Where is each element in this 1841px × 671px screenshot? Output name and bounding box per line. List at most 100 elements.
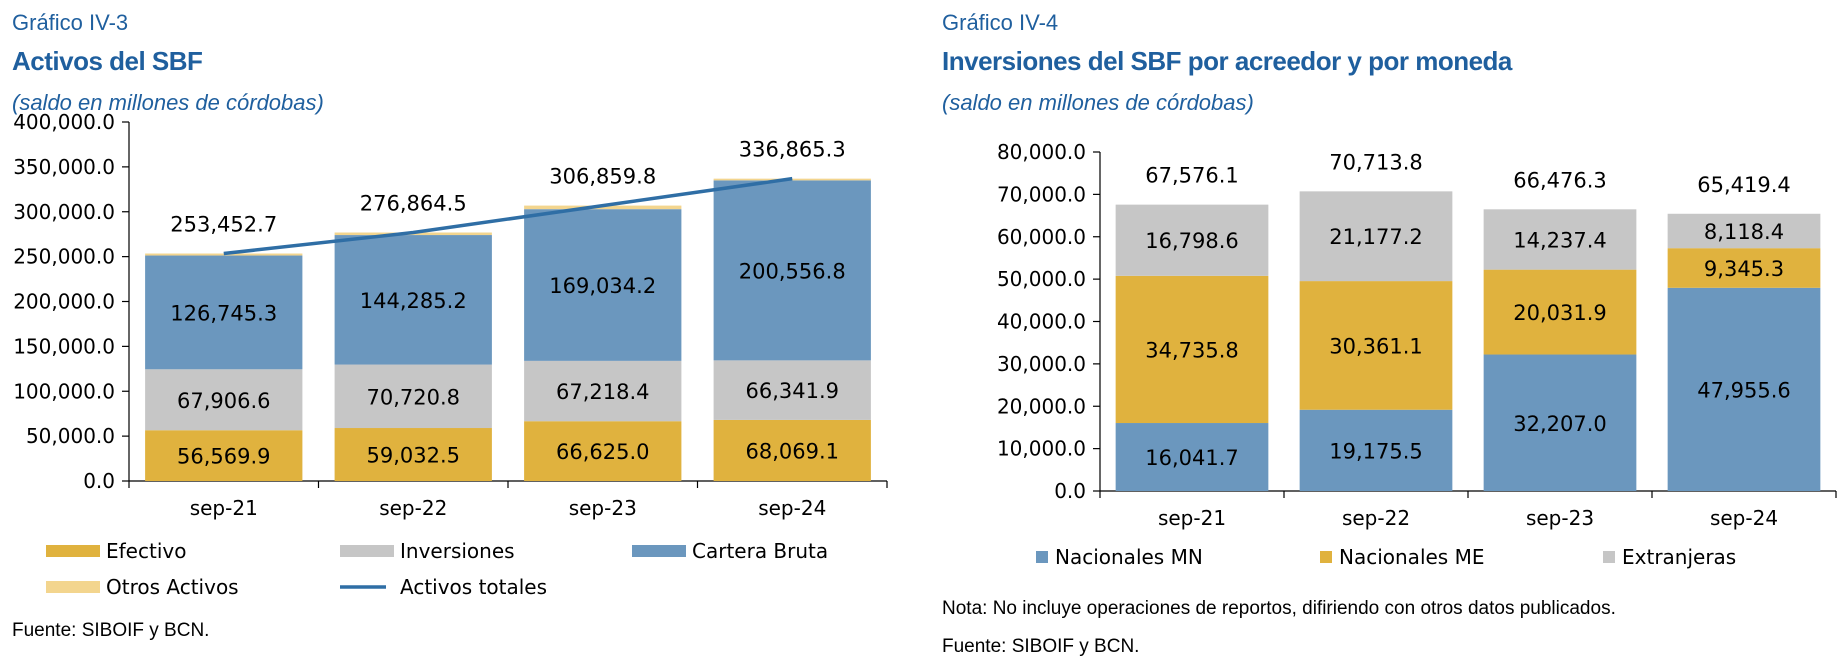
y-tick-label: 300,000.0 <box>13 200 115 224</box>
legend-swatch <box>632 545 686 557</box>
data-label: 59,032.5 <box>366 444 460 468</box>
data-label: 126,745.3 <box>170 301 277 325</box>
activos-chart: 0.0 50,000.0 100,000.0 150,000.0 200,000.0 25… <box>13 110 888 599</box>
data-label: 30,361.1 <box>1329 334 1423 358</box>
bar-segment <box>145 253 303 256</box>
legend-label: Nacionales ME <box>1339 545 1484 569</box>
bar-segment <box>524 360 682 422</box>
y-tick-label: 350,000.0 <box>13 155 115 179</box>
bar-segment <box>334 364 492 429</box>
bar-segment <box>334 428 492 481</box>
y-tick-label: 60,000.0 <box>997 225 1086 249</box>
data-label: 66,625.0 <box>556 440 650 464</box>
x-tick-label: sep-23 <box>569 496 637 520</box>
total-label: 65,419.4 <box>1697 173 1791 197</box>
chart-number-label: Gráfico IV-3 <box>12 10 129 35</box>
chart-title: Activos del SBF <box>12 46 203 76</box>
data-label: 8,118.4 <box>1704 220 1784 244</box>
inversiones-chart: 0.0 10,000.0 20,000.0 30,000.0 40,000.0 50,00… <box>997 140 1837 569</box>
chart-panel-inversiones: Gráfico IV-4 Inversiones del SBF por acr… <box>930 0 1841 671</box>
y-tick-label: 250,000.0 <box>13 245 115 269</box>
legend-swatch <box>1320 551 1332 563</box>
bar-segment <box>524 421 682 481</box>
line-data-label: 276,864.5 <box>360 192 467 216</box>
y-tick-label: 70,000.0 <box>997 182 1086 206</box>
bar-segment <box>334 235 492 365</box>
y-tick-label: 50,000.0 <box>26 424 115 448</box>
bar-segment <box>1115 275 1269 424</box>
data-label: 47,955.6 <box>1697 378 1791 402</box>
y-tick-label: 400,000.0 <box>13 110 115 134</box>
y-tick-label: 10,000.0 <box>997 437 1086 461</box>
data-label: 200,556.8 <box>739 259 846 283</box>
x-tick-label: sep-23 <box>1526 506 1594 530</box>
data-label: 9,345.3 <box>1704 257 1784 281</box>
x-tick-label: sep-24 <box>758 496 826 520</box>
total-label: 66,476.3 <box>1513 168 1607 192</box>
x-tick-label: sep-22 <box>1342 506 1410 530</box>
bar-segment <box>145 430 303 481</box>
y-tick-label: 200,000.0 <box>13 290 115 314</box>
data-label: 21,177.2 <box>1329 225 1423 249</box>
line-data-label: 306,859.8 <box>549 165 656 189</box>
chart-title: Inversiones del SBF por acreedor y por m… <box>942 46 1512 76</box>
chart-source: Fuente: SIBOIF y BCN. <box>942 636 1140 657</box>
legend-label: Activos totales <box>400 575 547 599</box>
bar-segment <box>1299 281 1453 410</box>
bar-segment <box>1299 191 1453 282</box>
chart-subtitle: (saldo en millones de córdobas) <box>12 90 324 115</box>
legend-swatch <box>1603 551 1615 563</box>
bar-segment <box>1483 354 1637 491</box>
x-tick-label: sep-22 <box>379 496 447 520</box>
legend-swatch <box>340 545 394 557</box>
bar-segment <box>524 209 682 361</box>
y-tick-label: 50,000.0 <box>997 267 1086 291</box>
bar-segment <box>145 255 303 370</box>
legend-swatch <box>46 545 100 557</box>
y-tick-label: 30,000.0 <box>997 352 1086 376</box>
line-data-label: 336,865.3 <box>739 138 846 162</box>
data-label: 14,237.4 <box>1513 228 1607 252</box>
x-tick-label: sep-21 <box>190 496 258 520</box>
bar-segment <box>524 205 682 210</box>
chart-panel-activos: Gráfico IV-3 Activos del SBF (saldo en m… <box>0 0 910 671</box>
chart-number-label: Gráfico IV-4 <box>942 10 1059 35</box>
bar-segment <box>1667 287 1821 491</box>
bar-segment <box>713 419 871 481</box>
y-tick-label: 40,000.0 <box>997 310 1086 334</box>
data-label: 16,041.7 <box>1145 446 1239 470</box>
bar-segment <box>1667 248 1821 288</box>
legend-label: Extranjeras <box>1622 545 1736 569</box>
data-label: 70,720.8 <box>366 385 460 409</box>
data-label: 20,031.9 <box>1513 301 1607 325</box>
bar-segment <box>1483 269 1637 355</box>
x-tick-label: sep-24 <box>1710 506 1778 530</box>
y-tick-label: 0.0 <box>83 469 115 493</box>
data-label: 144,285.2 <box>360 289 467 313</box>
legend-label: Otros Activos <box>106 575 239 599</box>
legend-swatch <box>46 581 100 593</box>
data-label: 32,207.0 <box>1513 412 1607 436</box>
legend-label: Cartera Bruta <box>692 539 828 563</box>
bar-segment <box>1115 423 1269 491</box>
data-label: 68,069.1 <box>745 439 839 463</box>
chart-source: Fuente: SIBOIF y BCN. <box>12 620 210 641</box>
bar-segment <box>713 180 871 361</box>
legend-label: Efectivo <box>106 539 186 563</box>
data-label: 67,218.4 <box>556 380 650 404</box>
legend-label: Nacionales MN <box>1055 545 1203 569</box>
data-label: 169,034.2 <box>549 274 656 298</box>
data-label: 34,735.8 <box>1145 338 1239 362</box>
chart-note: Nota: No incluye operaciones de reportos… <box>942 598 1616 619</box>
bar-segment <box>1667 213 1821 249</box>
data-label: 56,569.9 <box>177 445 271 469</box>
total-label: 70,713.8 <box>1329 150 1423 174</box>
y-tick-label: 80,000.0 <box>997 140 1086 164</box>
activos-totales-line <box>223 176 793 256</box>
legend-label: Inversiones <box>400 539 515 563</box>
bar-segment <box>713 360 871 420</box>
bar-segment <box>1483 209 1637 270</box>
line-data-label: 253,452.7 <box>170 213 277 237</box>
bar-segment <box>1299 409 1453 491</box>
x-tick-label: sep-21 <box>1158 506 1226 530</box>
